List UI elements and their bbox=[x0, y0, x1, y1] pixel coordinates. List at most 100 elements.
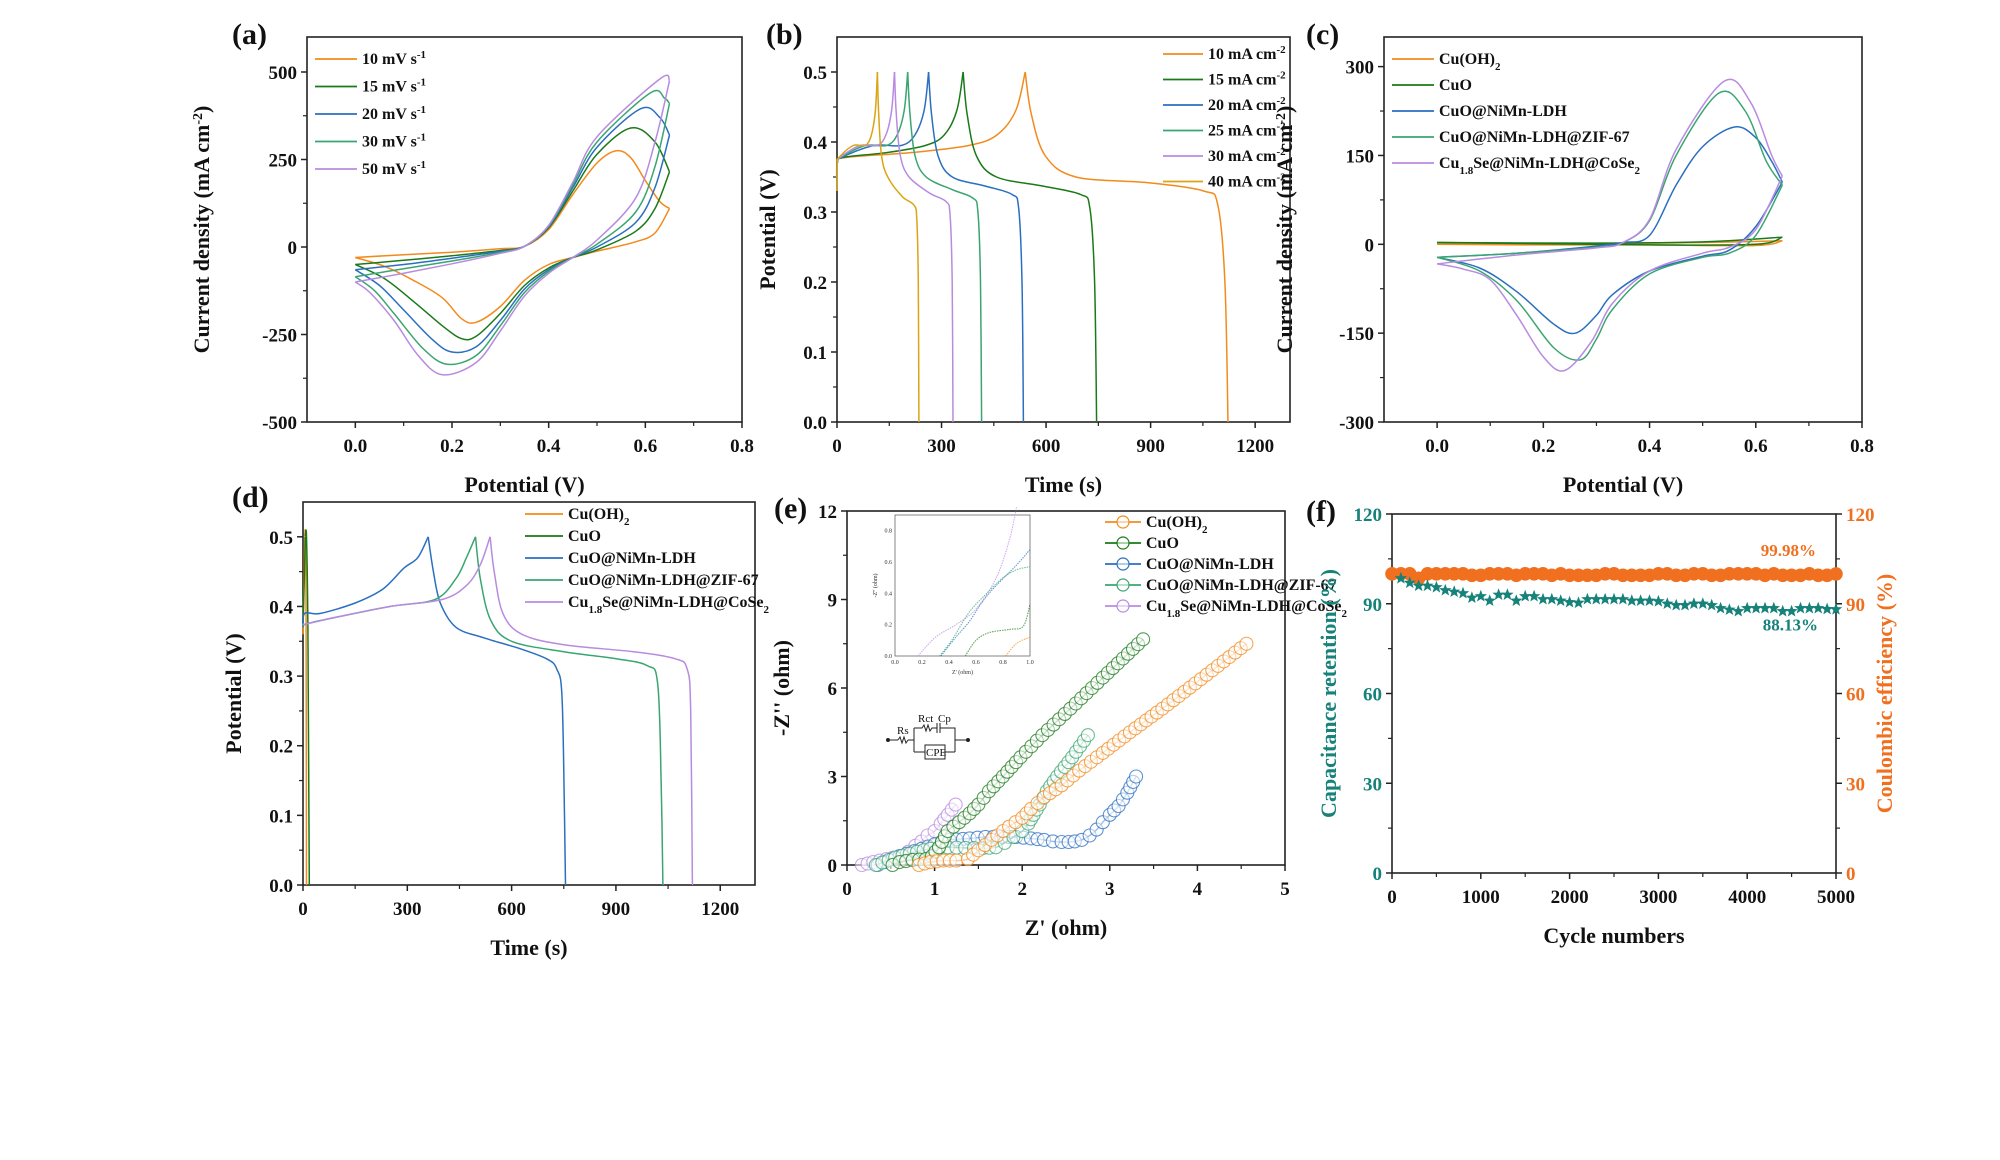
capacitance-retention-point bbox=[1421, 579, 1434, 592]
legend-label: 20 mV s-1 bbox=[362, 104, 426, 123]
y-tick-label: 0.3 bbox=[269, 667, 293, 688]
legend-label: 30 mV s-1 bbox=[362, 132, 426, 151]
y-axis-title: Capacitance retention (%) bbox=[1316, 569, 1341, 818]
legend-label: 20 mA cm-2 bbox=[1208, 95, 1286, 114]
legend-text-part: 40 mA cm bbox=[1208, 174, 1277, 191]
legend-superscript: -2 bbox=[1276, 146, 1286, 158]
gcd-discharge-curve bbox=[1024, 71, 1229, 423]
legend-label: CuO@NiMn-LDH@ZIF-67 bbox=[568, 572, 759, 589]
legend-text-part: 15 mV s bbox=[362, 79, 417, 96]
panel-label: (d) bbox=[232, 481, 269, 514]
legend-item: CuO@NiMn-LDH@ZIF-67 bbox=[525, 572, 759, 589]
legend-superscript: -1 bbox=[417, 159, 426, 171]
legend-item: Cu(OH)2 bbox=[525, 506, 630, 528]
capacitance-retention-point bbox=[1643, 594, 1656, 606]
capacitance-retention-point bbox=[1474, 589, 1487, 602]
x-axis-title: Time (s) bbox=[1025, 472, 1102, 497]
y-axis-title-superscript: -2 bbox=[1274, 113, 1289, 125]
legend-item: 30 mA cm-2 bbox=[1163, 146, 1286, 165]
capacitance-retention-point bbox=[1732, 604, 1745, 617]
equivalent-circuit bbox=[886, 723, 970, 760]
capacitance-retention-point bbox=[1670, 598, 1683, 611]
y-tick-label: 3 bbox=[828, 768, 838, 789]
inset: 0.0 0.2 0.4 0.6 0.8 1.0 0.0 0.2 0.4 0.6 0.8 Z' (ohm… bbox=[872, 507, 1034, 676]
legend-text-part: 10 mA cm bbox=[1208, 46, 1277, 63]
legend-item: 20 mV s-1 bbox=[315, 104, 426, 123]
gcd-discharge-curve bbox=[304, 529, 311, 886]
legend-label: Cu1.8Se@NiMn-LDH@CoSe2 bbox=[568, 594, 770, 616]
legend-label: 30 mA cm-2 bbox=[1208, 146, 1286, 165]
cv-curve-cathodic bbox=[1436, 181, 1783, 335]
capacitance-retention-point bbox=[1545, 592, 1558, 605]
capacitance-retention-point bbox=[1572, 596, 1585, 609]
circuit-label-cpe: CPE bbox=[926, 747, 946, 759]
x-tick-label: 900 bbox=[602, 899, 631, 920]
y-tick-label: 150 bbox=[1346, 146, 1375, 167]
legend-marker bbox=[1116, 536, 1130, 550]
panel-label: (c) bbox=[1306, 18, 1339, 51]
capacitance-retention-point bbox=[1492, 588, 1505, 600]
x-tick-label: 0 bbox=[298, 899, 308, 920]
inset-curve bbox=[964, 604, 1031, 657]
gcd-charge-curve bbox=[836, 71, 879, 192]
capacitance-retention-point bbox=[1785, 604, 1798, 617]
y-tick-label: 0.2 bbox=[803, 273, 827, 294]
panel-label: (e) bbox=[774, 492, 807, 525]
inset-curve bbox=[940, 549, 1031, 657]
x-tick-label: 0.6 bbox=[1744, 436, 1768, 457]
inset-y-tick-label: 0.8 bbox=[885, 529, 893, 535]
capacitance-retention-point bbox=[1465, 591, 1479, 603]
legend-label: 15 mA cm-2 bbox=[1208, 70, 1286, 89]
capacitance-retention-point bbox=[1501, 588, 1514, 600]
x-tick-label: 5000 bbox=[1817, 887, 1855, 908]
x-tick-label: 0.6 bbox=[633, 436, 657, 457]
capacitance-retention-point bbox=[1536, 592, 1550, 605]
x-tick-label: 5 bbox=[1280, 879, 1290, 900]
legend-label: CuO@NiMn-LDH bbox=[1439, 103, 1567, 120]
panel-b: 0 300 600 900 1200 0.0 0.1 0.2 0.3 0.4 0.5 Time (s)… bbox=[755, 18, 1291, 497]
legend-item: 15 mV s-1 bbox=[315, 77, 426, 96]
y-tick-label: 60 bbox=[1363, 685, 1382, 706]
capacitance-retention-point bbox=[1829, 602, 1843, 615]
legend-marker bbox=[1116, 578, 1130, 592]
x-tick-label: 3000 bbox=[1639, 887, 1677, 908]
x-tick-label: 900 bbox=[1136, 436, 1165, 457]
y-tick-label: -300 bbox=[1339, 413, 1374, 434]
legend-item: 25 mA cm-2 bbox=[1163, 121, 1286, 140]
legend-item: Cu(OH)2 bbox=[1392, 51, 1501, 73]
legend-item: Cu1.8Se@NiMn-LDH@CoSe2 bbox=[1392, 155, 1641, 177]
y-tick-label: 0.0 bbox=[269, 876, 293, 897]
capacitance-retention-point bbox=[1678, 598, 1692, 611]
plot-frame bbox=[302, 501, 756, 886]
resistor-rs bbox=[897, 735, 909, 745]
legend-subscript: 1.8 bbox=[1166, 608, 1180, 620]
legend-label: CuO bbox=[1439, 77, 1472, 94]
legend-text-part: Cu bbox=[1146, 598, 1167, 615]
y-tick-label: 0 bbox=[288, 238, 298, 259]
inset-x-tick-label: 0.6 bbox=[972, 660, 980, 666]
gcd-discharge-curve bbox=[962, 71, 1098, 423]
y-axis-title: Current density (mA cm-2) bbox=[1272, 106, 1297, 354]
plot-frame bbox=[1383, 36, 1863, 423]
legend-item: 10 mV s-1 bbox=[315, 49, 426, 68]
capacitance-retention-point bbox=[1439, 583, 1452, 596]
capacitance-retention-point bbox=[1519, 589, 1532, 602]
capacitance-retention-point bbox=[1758, 601, 1772, 614]
gcd-charge-curve bbox=[836, 71, 964, 192]
cv-curve-anodic bbox=[355, 74, 671, 283]
legend-subscript: 2 bbox=[624, 516, 630, 528]
gcd-charge-curve bbox=[836, 71, 930, 192]
y-tick-label: 0.4 bbox=[269, 597, 293, 618]
circuit-terminal bbox=[886, 738, 890, 742]
gcd-discharge-curve bbox=[489, 536, 694, 886]
y-axis-title: Potential (V) bbox=[755, 169, 780, 289]
legend-item: Cu1.8Se@NiMn-LDH@CoSe2 bbox=[1105, 598, 1348, 620]
nyquist-point bbox=[1239, 636, 1254, 651]
legend-label: 10 mA cm-2 bbox=[1208, 44, 1286, 63]
x-tick-label: 0.2 bbox=[440, 436, 464, 457]
capacitance-retention-point bbox=[1714, 601, 1727, 614]
capacitance-retention-point bbox=[1448, 585, 1461, 597]
panel-c: 0.0 0.2 0.4 0.6 0.8 -300 -150 0 150 300 Potential … bbox=[1272, 18, 1874, 497]
legend-item: 10 mA cm-2 bbox=[1163, 44, 1286, 63]
